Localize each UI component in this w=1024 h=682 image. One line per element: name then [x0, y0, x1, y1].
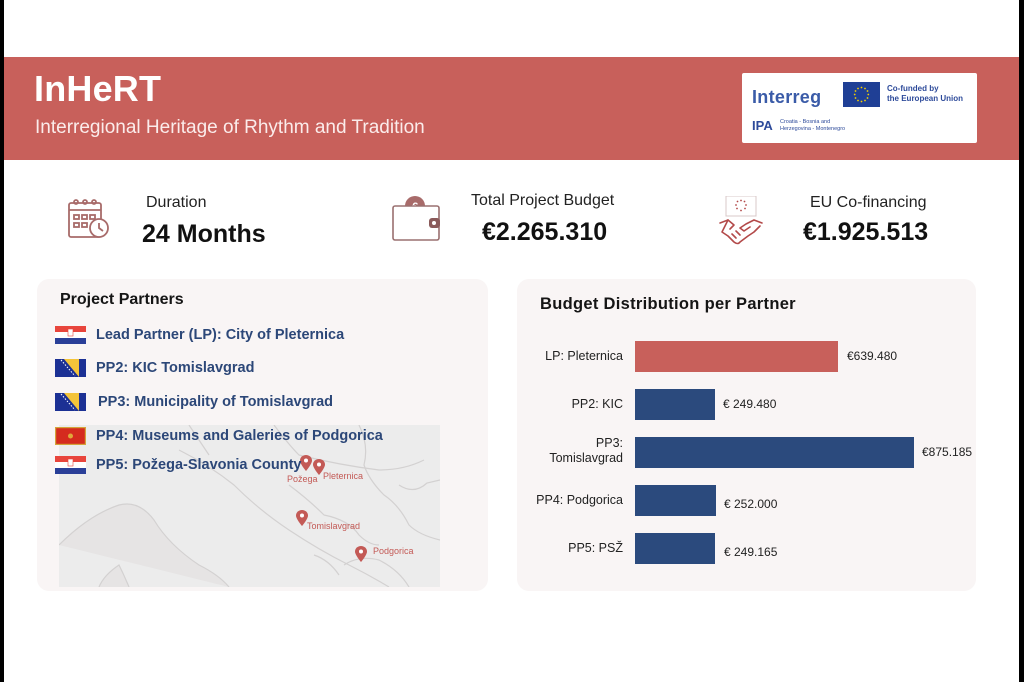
- kpi-eu-cofinancing: EU Co-financing €1.925.513: [718, 190, 978, 252]
- project-title: InHeRT: [34, 68, 162, 109]
- project-subtitle: Interregional Heritage of Rhythm and Tra…: [35, 117, 425, 138]
- bar-row-pp3: PP3: Tomislavgrad €875.185: [517, 436, 976, 469]
- partners-title: Project Partners: [60, 291, 184, 308]
- budget-distribution-card: Budget Distribution per Partner LP: Plet…: [517, 279, 976, 591]
- bar-value: € 252.000: [724, 497, 778, 511]
- kpi-label: Duration: [146, 194, 207, 211]
- map-pin-icon: [300, 455, 312, 471]
- map-pin-icon: [313, 459, 325, 475]
- interreg-wordmark: Interreg: [752, 87, 822, 107]
- partner-item: Lead Partner (LP): City of Pleternica: [55, 324, 344, 346]
- eu-handshake-icon: [718, 195, 764, 245]
- partner-item: PP3: Municipality of Tomislavgrad: [55, 391, 333, 413]
- kpi-duration: Duration 24 Months: [66, 190, 286, 252]
- cofunded-line-2: the European Union: [887, 94, 963, 103]
- map-pin-icon: [296, 510, 308, 526]
- eu-flag-icon: [843, 82, 880, 107]
- bar-pp4: [635, 485, 716, 516]
- kpi-label: EU Co-financing: [810, 194, 927, 211]
- bar-row-pp2: PP2: KIC € 249.480: [517, 389, 976, 421]
- bar-lp: [635, 341, 838, 372]
- map-label-pleternica: Pleternica: [323, 471, 364, 481]
- kpi-value: €1.925.513: [803, 218, 929, 246]
- budget-chart-title: Budget Distribution per Partner: [540, 295, 796, 313]
- bar-row-pp5: PP5: PSŽ € 249.165: [517, 533, 976, 565]
- kpi-value: €2.265.310: [482, 218, 608, 246]
- bar-label: PP3: Tomislavgrad: [549, 436, 623, 465]
- interreg-logo: Interreg Co-funded by the European Union: [742, 73, 977, 143]
- montenegro-flag-icon: [55, 427, 86, 445]
- bar-value: €639.480: [847, 349, 898, 363]
- cofunded-line-1: Co-funded by: [887, 84, 939, 93]
- region-map: Požega Pleternica Tomislavgrad Podgorica: [59, 425, 440, 587]
- map-label-podgorica: Podgorica: [373, 546, 414, 556]
- bar-label: LP: Pleternica: [545, 349, 623, 363]
- partner-name: PP3: Municipality of Tomislavgrad: [98, 394, 333, 410]
- bar-value: € 249.480: [723, 397, 777, 411]
- map-pin-icon: [355, 546, 367, 562]
- partner-name: PP2: KIC Tomislavgrad: [96, 360, 255, 376]
- partner-name: PP5: Požega-Slavonia County: [96, 457, 302, 473]
- kpi-total-budget: € Total Project Budget €2.265.310: [391, 190, 671, 252]
- partner-name: Lead Partner (LP): City of Pleternica: [96, 327, 345, 343]
- bar-label: PP5: PSŽ: [568, 541, 623, 555]
- bar-value: € 249.165: [724, 545, 778, 559]
- ipa-wordmark: IPA: [752, 118, 773, 133]
- bar-row-pp4: PP4: Podgorica € 252.000: [517, 485, 976, 517]
- kpi-value: 24 Months: [142, 220, 266, 248]
- map-label-pozega: Požega: [287, 474, 318, 484]
- croatia-flag-icon: [55, 456, 86, 474]
- bosnia-flag-icon: [55, 359, 86, 377]
- bar-value: €875.185: [922, 445, 973, 459]
- map-label-tomislavgrad: Tomislavgrad: [307, 521, 361, 531]
- croatia-flag-icon: [55, 326, 86, 344]
- bar-row-lp: LP: Pleternica €639.480: [517, 341, 976, 373]
- partner-name: PP4: Museums and Galeries of Podgorica: [96, 428, 383, 444]
- ipa-region-text: Croatia - Bosnia and Herzegovina - Monte…: [780, 119, 845, 132]
- header-banner: InHeRT Interregional Heritage of Rhythm …: [4, 57, 1019, 160]
- partner-item: PP5: Požega-Slavonia County: [55, 454, 301, 476]
- project-partners-card: Project Partners Požeg: [37, 279, 488, 591]
- wallet-euro-icon: €: [391, 196, 441, 242]
- partner-item: PP4: Museums and Galeries of Podgorica: [55, 425, 383, 447]
- partner-item: PP2: KIC Tomislavgrad: [55, 357, 254, 379]
- bar-pp3: [635, 437, 914, 468]
- infographic-page: InHeRT Interregional Heritage of Rhythm …: [4, 0, 1019, 682]
- ipa-line-2: Herzegovina - Montenegro: [780, 125, 846, 132]
- bar-pp2: [635, 389, 715, 420]
- bar-pp5: [635, 533, 715, 564]
- bar-label: PP4: Podgorica: [536, 493, 623, 507]
- cofunded-text: Co-funded by the European Union: [887, 84, 963, 104]
- ipa-line-1: Croatia - Bosnia and: [780, 119, 831, 125]
- bar-label: PP2: KIC: [571, 397, 623, 411]
- calendar-clock-icon: [66, 196, 112, 242]
- kpi-label: Total Project Budget: [471, 192, 615, 209]
- bosnia-flag-icon: [55, 393, 86, 411]
